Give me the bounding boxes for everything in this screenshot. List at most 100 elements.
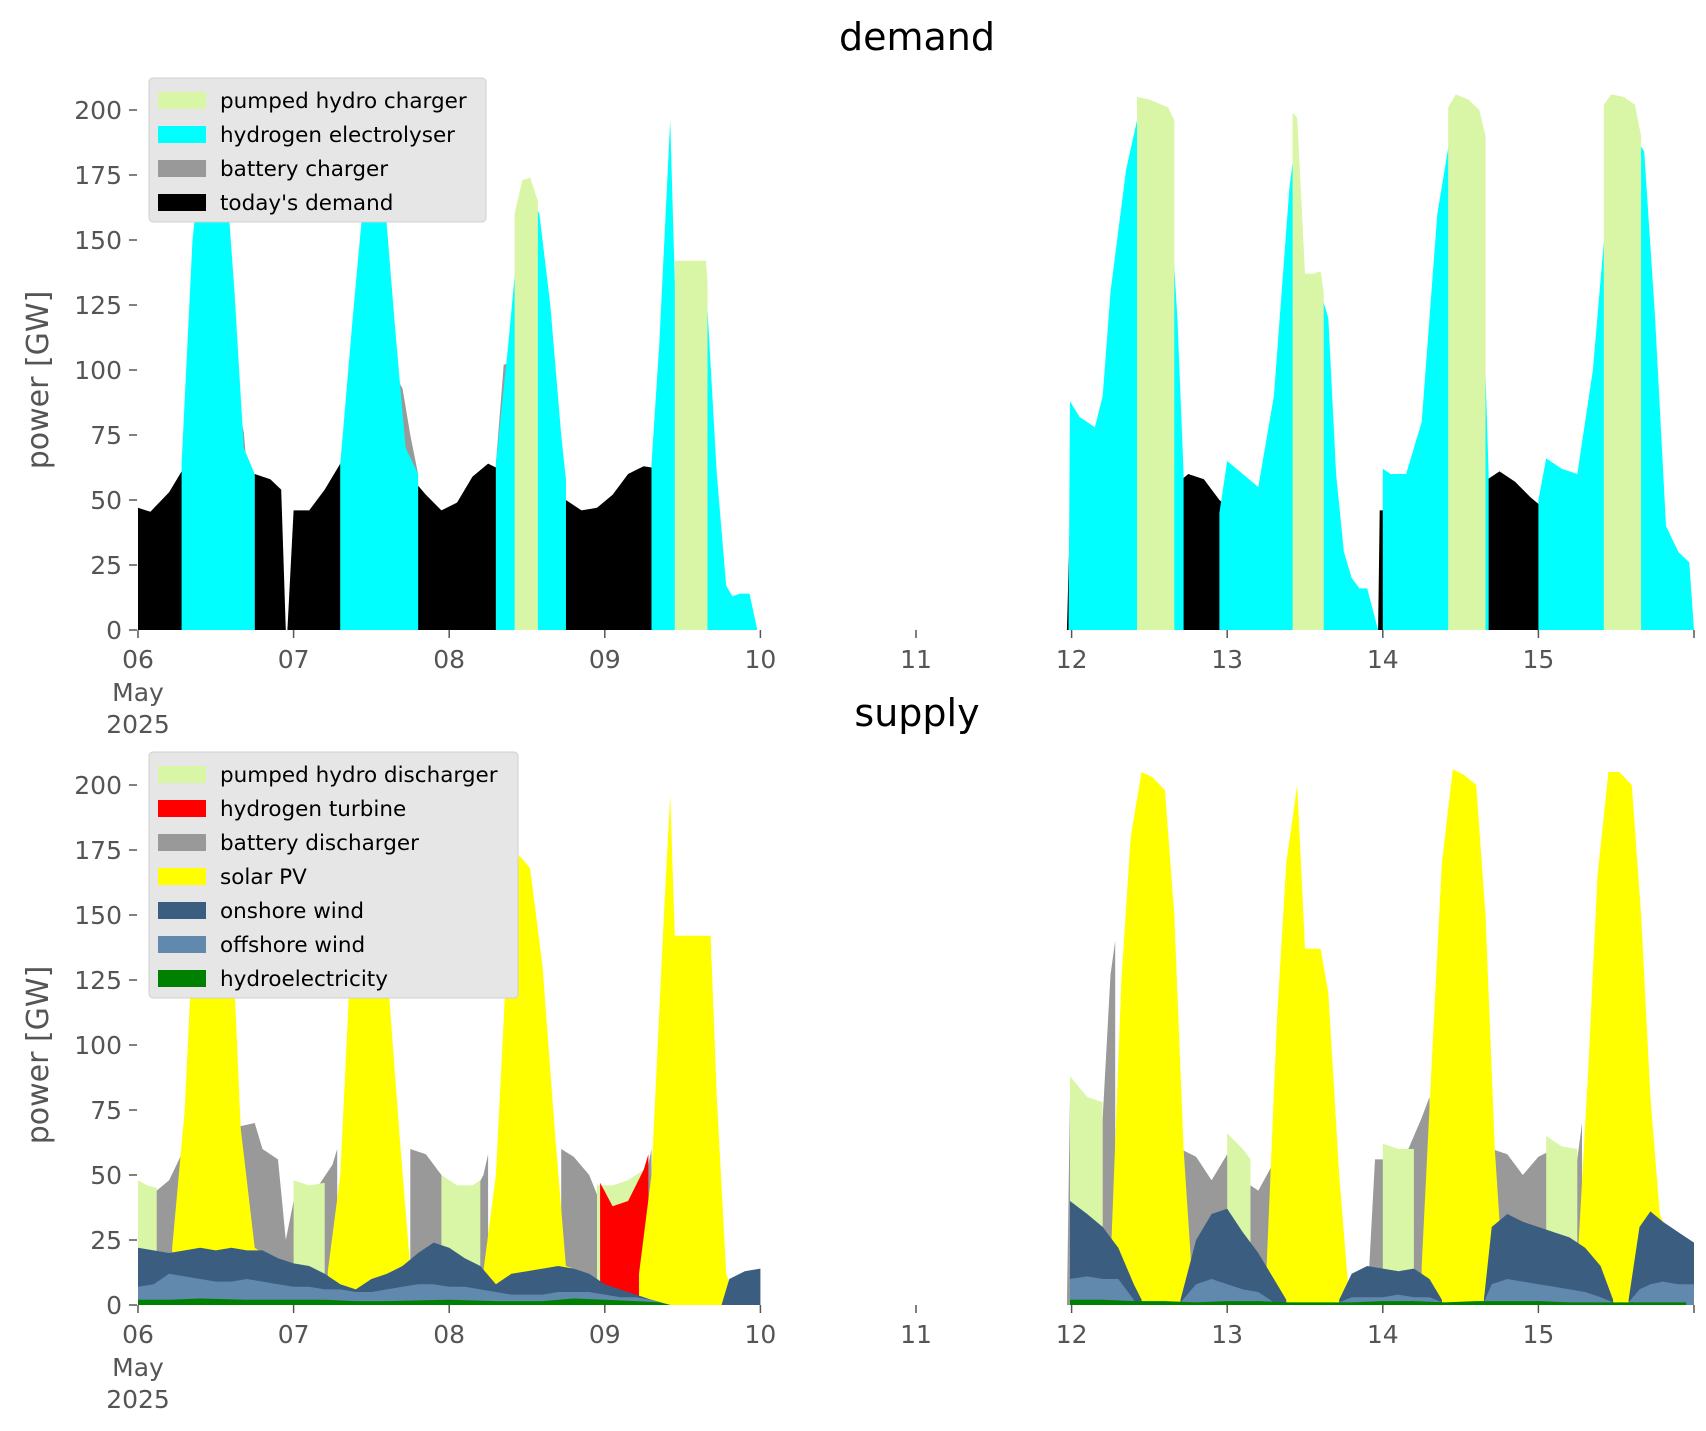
x-tick-label: 10 bbox=[744, 1320, 776, 1349]
x-tick-label: 11 bbox=[900, 645, 932, 674]
y-tick-label: 125 bbox=[74, 966, 122, 995]
x-tick-label: 10 bbox=[744, 645, 776, 674]
demand-chart-title: demand bbox=[839, 15, 995, 59]
legend-swatch-hydrogen-electrolyser bbox=[158, 126, 206, 143]
supply-solar-pv-area bbox=[639, 795, 738, 1305]
supply-chart-title: supply bbox=[854, 691, 979, 735]
supply-hydroelectricity-area bbox=[1070, 1299, 1687, 1305]
supply-pumped-hydro-discharger-area bbox=[1382, 1143, 1414, 1305]
x-tick-label: 14 bbox=[1367, 645, 1399, 674]
x-tick-sublabel: May bbox=[112, 1353, 164, 1382]
demand-chart: demand power [GW] 0 25 50 75 100 125 150 175 200… bbox=[21, 15, 1695, 739]
supply-legend: pumped hydro discharger hydrogen turbine b… bbox=[148, 751, 519, 999]
supply-solar-pv-area bbox=[1110, 772, 1193, 1305]
legend-label-hydroelectricity: hydroelectricity bbox=[220, 967, 388, 992]
supply-offshore-wind-area bbox=[1628, 1281, 1694, 1305]
supply-offshore-wind-area bbox=[138, 1273, 671, 1305]
y-tick-label: 0 bbox=[106, 1291, 122, 1320]
supply-offshore-wind-area bbox=[1070, 1276, 1134, 1305]
y-tick-label: 75 bbox=[90, 1096, 122, 1125]
legend-label-onshore-wind: onshore wind bbox=[220, 899, 364, 924]
y-tick-label: 200 bbox=[74, 96, 122, 125]
demand-areas bbox=[138, 94, 1694, 631]
supply-solar-pv-area bbox=[327, 837, 419, 1305]
supply-solar-pv-area bbox=[1421, 769, 1505, 1305]
demand-axes: 0 25 50 75 100 125 150 175 200 06 May 2025 07 08 09 10 1… bbox=[74, 96, 1695, 739]
legend-label-today-s-demand: today's demand bbox=[220, 191, 393, 216]
supply-series-hydrogen-turbine bbox=[600, 1154, 649, 1305]
supply-hydrogen-turbine-area bbox=[600, 1154, 649, 1305]
x-tick-label: 14 bbox=[1367, 1320, 1399, 1349]
supply-series-solar-pv bbox=[172, 769, 1679, 1305]
supply-areas bbox=[138, 769, 1694, 1305]
y-tick-label: 25 bbox=[90, 1226, 122, 1255]
x-tick-label: 09 bbox=[589, 645, 621, 674]
x-tick-sublabel: 2025 bbox=[106, 710, 170, 739]
legend-swatch-solar-pv bbox=[158, 868, 206, 885]
supply-onshore-wind-area bbox=[1339, 1266, 1442, 1305]
legend-swatch-today-s-demand bbox=[158, 194, 206, 211]
demand-pumped-hydro-charger-area bbox=[1292, 112, 1324, 631]
y-tick-label: 0 bbox=[106, 616, 122, 645]
y-tick-label: 175 bbox=[74, 161, 122, 190]
y-tick-label: 25 bbox=[90, 551, 122, 580]
legend-swatch-hydrogen-turbine bbox=[158, 800, 206, 817]
x-tick-sublabel: May bbox=[112, 678, 164, 707]
y-tick-label: 175 bbox=[74, 836, 122, 865]
legend-label-hydrogen-electrolyser: hydrogen electrolyser bbox=[220, 123, 455, 148]
demand-pumped-hydro-charger-area bbox=[1603, 94, 1642, 630]
x-tick-label: 15 bbox=[1522, 645, 1554, 674]
x-tick-label: 12 bbox=[1056, 645, 1088, 674]
legend-label-pumped-hydro-discharger: pumped hydro discharger bbox=[220, 763, 498, 788]
demand-legend: pumped hydro charger hydrogen electrolyse… bbox=[148, 77, 487, 223]
demand-hydrogen-electrolyser-area bbox=[181, 110, 255, 630]
demand-legend-box bbox=[148, 77, 487, 223]
y-tick-label: 50 bbox=[90, 1161, 122, 1190]
demand-pumped-hydro-charger-area bbox=[1137, 97, 1175, 630]
demand-pumped-hydro-charger-area bbox=[1448, 94, 1486, 630]
y-tick-label: 75 bbox=[90, 421, 122, 450]
x-tick-sublabel: 2025 bbox=[106, 1385, 170, 1414]
y-tick-label: 100 bbox=[74, 356, 122, 385]
legend-swatch-battery-charger bbox=[158, 160, 206, 177]
x-tick-label: 11 bbox=[900, 1320, 932, 1349]
supply-y-axis-label: power [GW] bbox=[21, 966, 56, 1145]
supply-legend-box bbox=[148, 751, 519, 999]
x-tick-label: 08 bbox=[433, 645, 465, 674]
supply-axes: 0 25 50 75 100 125 150 175 200 06 May 2025 07 08 09 10 1… bbox=[74, 771, 1695, 1414]
legend-swatch-hydroelectricity bbox=[158, 970, 206, 987]
x-tick-label: 09 bbox=[589, 1320, 621, 1349]
legend-label-battery-charger: battery charger bbox=[220, 157, 388, 182]
demand-pumped-hydro-charger-area bbox=[514, 177, 538, 630]
y-tick-label: 150 bbox=[74, 226, 122, 255]
legend-label-offshore-wind: offshore wind bbox=[220, 933, 365, 958]
y-tick-label: 200 bbox=[74, 771, 122, 800]
legend-label-solar-pv: solar PV bbox=[220, 865, 307, 890]
supply-series-hydroelectricity bbox=[138, 1298, 1687, 1305]
demand-hydrogen-electrolyser-area bbox=[340, 162, 419, 630]
y-tick-label: 50 bbox=[90, 486, 122, 515]
x-tick-label: 08 bbox=[433, 1320, 465, 1349]
x-tick-label: 07 bbox=[278, 645, 310, 674]
demand-y-axis-label: power [GW] bbox=[21, 291, 56, 470]
supply-chart: supply power [GW] 0 25 50 75 100 125 150 175 200… bbox=[21, 691, 1695, 1414]
supply-solar-pv-area bbox=[483, 855, 574, 1305]
x-tick-label: 06 bbox=[122, 645, 154, 674]
x-tick-label: 15 bbox=[1522, 1320, 1554, 1349]
x-tick-label: 06 bbox=[122, 1320, 154, 1349]
supply-offshore-wind-area bbox=[1180, 1279, 1274, 1305]
legend-label-pumped-hydro-charger: pumped hydro charger bbox=[220, 89, 467, 114]
y-tick-label: 100 bbox=[74, 1031, 122, 1060]
x-tick-label: 07 bbox=[278, 1320, 310, 1349]
legend-label-battery-discharger: battery discharger bbox=[220, 831, 419, 856]
supply-hydroelectricity-area bbox=[138, 1298, 671, 1305]
legend-swatch-pumped-hydro-discharger bbox=[158, 766, 206, 783]
demand-series-pumped-hydro-charger bbox=[514, 94, 1642, 631]
supply-solar-pv-area bbox=[1577, 772, 1679, 1305]
y-tick-label: 150 bbox=[74, 901, 122, 930]
legend-swatch-pumped-hydro-charger bbox=[158, 92, 206, 109]
legend-swatch-battery-discharger bbox=[158, 834, 206, 851]
demand-pumped-hydro-charger-area bbox=[674, 260, 708, 630]
legend-swatch-offshore-wind bbox=[158, 936, 206, 953]
